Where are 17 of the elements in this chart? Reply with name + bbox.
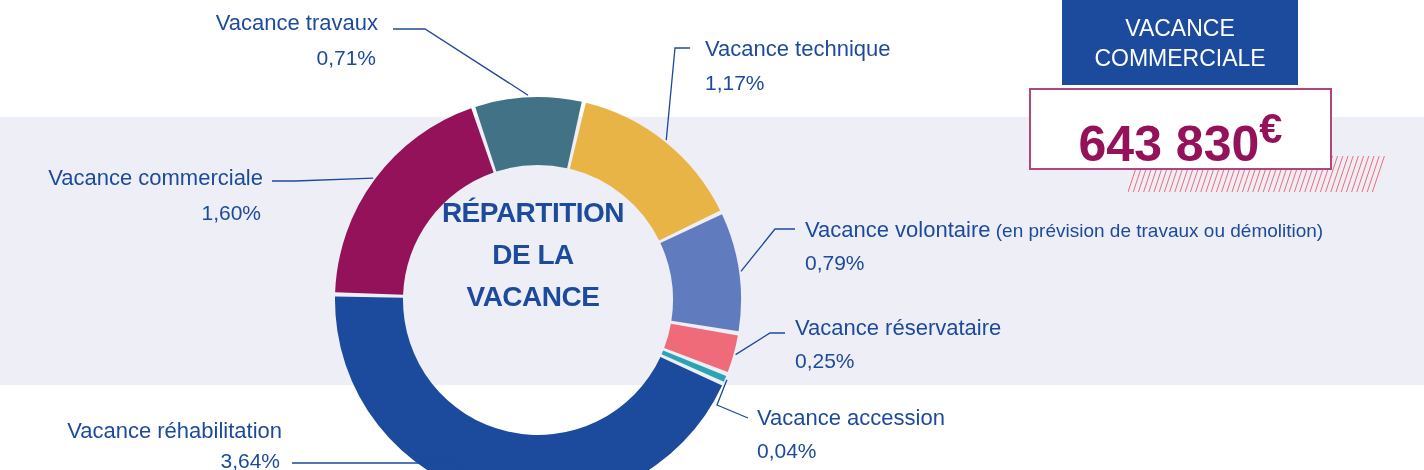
text: VACANCE COMMERCIALE xyxy=(1093,14,1267,73)
data-label: 0,71% xyxy=(316,46,376,69)
data-label: 0,79% xyxy=(805,251,865,274)
data-label: 0,04% xyxy=(757,439,817,462)
slice-label: Vacance commerciale xyxy=(48,165,263,190)
data-label: 3,64% xyxy=(220,449,280,470)
slice-label: Vacance réservataire xyxy=(795,315,1002,340)
text: RÉPARTITION DE LA VACANCE xyxy=(440,196,626,314)
slice-label: Vacance volontaire (en prévision de travaux ou démolition) xyxy=(805,217,1324,242)
data-label: 0,25% xyxy=(795,349,855,372)
data-label: 1,17% xyxy=(705,71,765,94)
slice-label: Vacance accession xyxy=(757,405,945,430)
data-label: 1,60% xyxy=(201,201,261,224)
slice-label: Vacance travaux xyxy=(215,10,378,35)
slice-label: Vacance technique xyxy=(705,36,891,61)
text: 643 830$^{€}$ xyxy=(1029,88,1332,172)
slice-label: Vacance réhabilitation xyxy=(67,418,282,443)
